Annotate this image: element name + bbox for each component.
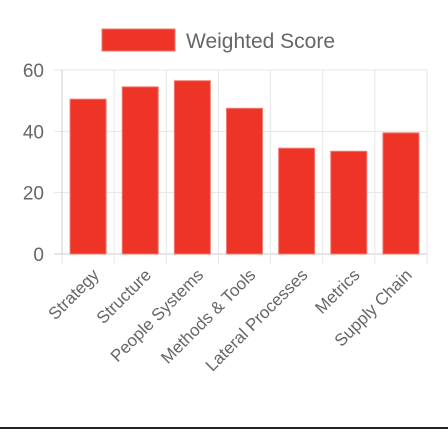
- bar-metrics[interactable]: [330, 150, 368, 255]
- y-tick-label: 20: [23, 184, 44, 205]
- y-tick-label: 40: [23, 122, 44, 143]
- bars: [69, 80, 420, 255]
- bar-strategy[interactable]: [69, 98, 107, 255]
- bottom-divider: [0, 427, 448, 429]
- bar-supply-chain[interactable]: [382, 132, 420, 255]
- legend-swatch: [101, 28, 176, 52]
- bar-people-systems[interactable]: [173, 80, 211, 255]
- y-tick-label: 0: [33, 245, 44, 266]
- x-tick-label: Methods & Tools: [157, 265, 259, 367]
- y-axis: 0 20 40 60: [23, 61, 63, 266]
- bar-structure[interactable]: [121, 86, 159, 255]
- x-tick-label: Metrics: [311, 265, 363, 317]
- bar-methods-tools[interactable]: [226, 107, 263, 255]
- bar-lateral-processes[interactable]: [278, 147, 316, 255]
- legend[interactable]: Weighted Score: [101, 28, 335, 53]
- x-tick-label: People Systems: [107, 265, 207, 365]
- x-tick-label: Lateral Processes: [202, 265, 312, 375]
- legend-label: Weighted Score: [186, 30, 335, 53]
- y-tick-label: 60: [23, 61, 44, 82]
